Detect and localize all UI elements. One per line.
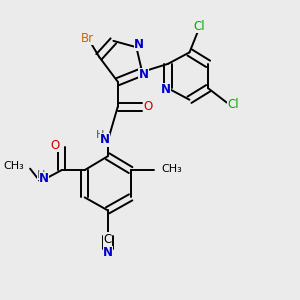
Text: CH₃: CH₃ [162,164,182,174]
Text: CH₃: CH₃ [3,161,24,171]
Text: Cl: Cl [227,98,239,111]
Text: N: N [161,83,171,96]
Text: O: O [51,139,60,152]
Text: Cl: Cl [194,20,206,33]
Text: N: N [100,134,110,146]
Text: N: N [134,38,144,51]
Text: N: N [139,68,148,81]
Text: N: N [39,172,49,185]
Text: O: O [144,100,153,113]
Text: Br: Br [81,32,94,44]
Text: C: C [103,232,112,245]
Text: H: H [96,130,105,140]
Text: H: H [37,170,45,180]
Text: N: N [103,246,113,259]
